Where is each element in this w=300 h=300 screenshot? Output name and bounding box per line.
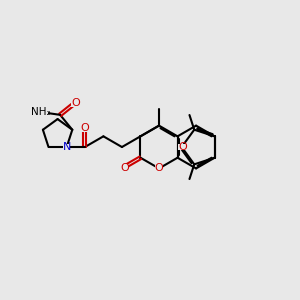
Bar	[63, 144, 70, 150]
Bar	[36, 109, 48, 116]
Bar	[81, 125, 88, 132]
Text: N: N	[62, 142, 71, 152]
Bar	[178, 144, 185, 150]
Text: NH₂: NH₂	[32, 107, 51, 117]
Text: O: O	[120, 163, 129, 172]
Text: O: O	[154, 164, 164, 173]
Text: O: O	[80, 123, 89, 133]
Bar	[155, 165, 163, 172]
Bar	[121, 164, 128, 170]
Text: O: O	[71, 98, 80, 108]
Bar	[71, 100, 78, 106]
Bar	[29, 104, 34, 110]
Text: O: O	[179, 142, 188, 152]
Bar	[29, 115, 34, 120]
